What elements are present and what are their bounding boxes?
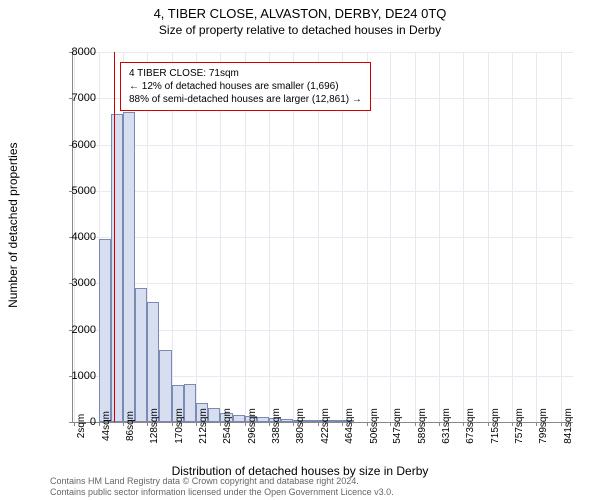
xtick-mark — [318, 422, 319, 426]
xtick-mark — [245, 422, 246, 426]
xtick-mark — [123, 422, 124, 426]
histogram-bar — [306, 420, 318, 422]
histogram-bar — [233, 415, 245, 422]
xtick-label: 422sqm — [320, 408, 331, 444]
xtick-mark — [99, 422, 100, 426]
histogram-bar — [99, 239, 111, 422]
histogram-bar — [330, 420, 342, 422]
xtick-label: 715sqm — [490, 408, 501, 444]
ytick-label: 6000 — [56, 139, 96, 151]
gridline-v — [390, 52, 391, 422]
annotation-line-2: ← 12% of detached houses are smaller (1,… — [129, 80, 362, 93]
chart-container: 4, TIBER CLOSE, ALVASTON, DERBY, DE24 0T… — [0, 0, 600, 500]
gridline-v — [512, 52, 513, 422]
xtick-mark — [269, 422, 270, 426]
xtick-mark — [415, 422, 416, 426]
ytick-label: 8000 — [56, 46, 96, 58]
xtick-label: 86sqm — [125, 411, 136, 441]
histogram-bar — [184, 384, 196, 422]
xtick-label: 799sqm — [538, 408, 549, 444]
gridline-v — [415, 52, 416, 422]
xtick-label: 254sqm — [222, 408, 233, 444]
xtick-label: 631sqm — [441, 408, 452, 444]
xtick-label: 589sqm — [417, 408, 428, 444]
y-axis-label: Number of detached properties — [6, 142, 20, 307]
xtick-mark — [488, 422, 489, 426]
xtick-label: 547sqm — [392, 408, 403, 444]
histogram-bar — [111, 114, 123, 422]
xtick-mark — [172, 422, 173, 426]
xtick-label: 673sqm — [465, 408, 476, 444]
xtick-label: 338sqm — [271, 408, 282, 444]
xtick-mark — [512, 422, 513, 426]
chart-title: 4, TIBER CLOSE, ALVASTON, DERBY, DE24 0T… — [0, 0, 600, 21]
gridline-v — [463, 52, 464, 422]
xtick-mark — [367, 422, 368, 426]
xtick-mark — [439, 422, 440, 426]
histogram-bar — [135, 288, 147, 422]
histogram-bar — [147, 302, 159, 422]
histogram-bar — [281, 419, 293, 422]
xtick-mark — [342, 422, 343, 426]
annotation-line-3: 88% of semi-detached houses are larger (… — [129, 93, 362, 106]
ytick-label: 5000 — [56, 185, 96, 197]
xtick-mark — [196, 422, 197, 426]
xtick-label: 2sqm — [76, 414, 87, 438]
ytick-label: 3000 — [56, 277, 96, 289]
annotation-box: 4 TIBER CLOSE: 71sqm ← 12% of detached h… — [120, 62, 371, 111]
histogram-bar — [123, 112, 135, 422]
ytick-label: 4000 — [56, 231, 96, 243]
gridline-v — [561, 52, 562, 422]
xtick-label: 757sqm — [514, 408, 525, 444]
xtick-label: 296sqm — [247, 408, 258, 444]
histogram-bar — [208, 408, 220, 422]
footer-line-1: Contains HM Land Registry data © Crown c… — [50, 476, 394, 487]
xtick-label: 841sqm — [563, 408, 574, 444]
xtick-label: 212sqm — [198, 408, 209, 444]
footer-line-2: Contains public sector information licen… — [50, 487, 394, 498]
gridline-v — [488, 52, 489, 422]
gridline-v — [439, 52, 440, 422]
histogram-bar — [159, 350, 171, 422]
xtick-mark — [561, 422, 562, 426]
footer: Contains HM Land Registry data © Crown c… — [50, 476, 394, 498]
ytick-label: 1000 — [56, 370, 96, 382]
xtick-label: 128sqm — [149, 408, 160, 444]
ytick-label: 7000 — [56, 92, 96, 104]
xtick-label: 506sqm — [369, 408, 380, 444]
ytick-label: 2000 — [56, 324, 96, 336]
annotation-line-1: 4 TIBER CLOSE: 71sqm — [129, 67, 362, 80]
xtick-label: 464sqm — [344, 408, 355, 444]
gridline-v — [536, 52, 537, 422]
histogram-bar — [257, 417, 269, 422]
xtick-label: 170sqm — [174, 408, 185, 444]
reference-line — [114, 52, 115, 422]
chart-subtitle: Size of property relative to detached ho… — [0, 21, 600, 37]
xtick-label: 380sqm — [295, 408, 306, 444]
xtick-label: 44sqm — [101, 411, 112, 441]
